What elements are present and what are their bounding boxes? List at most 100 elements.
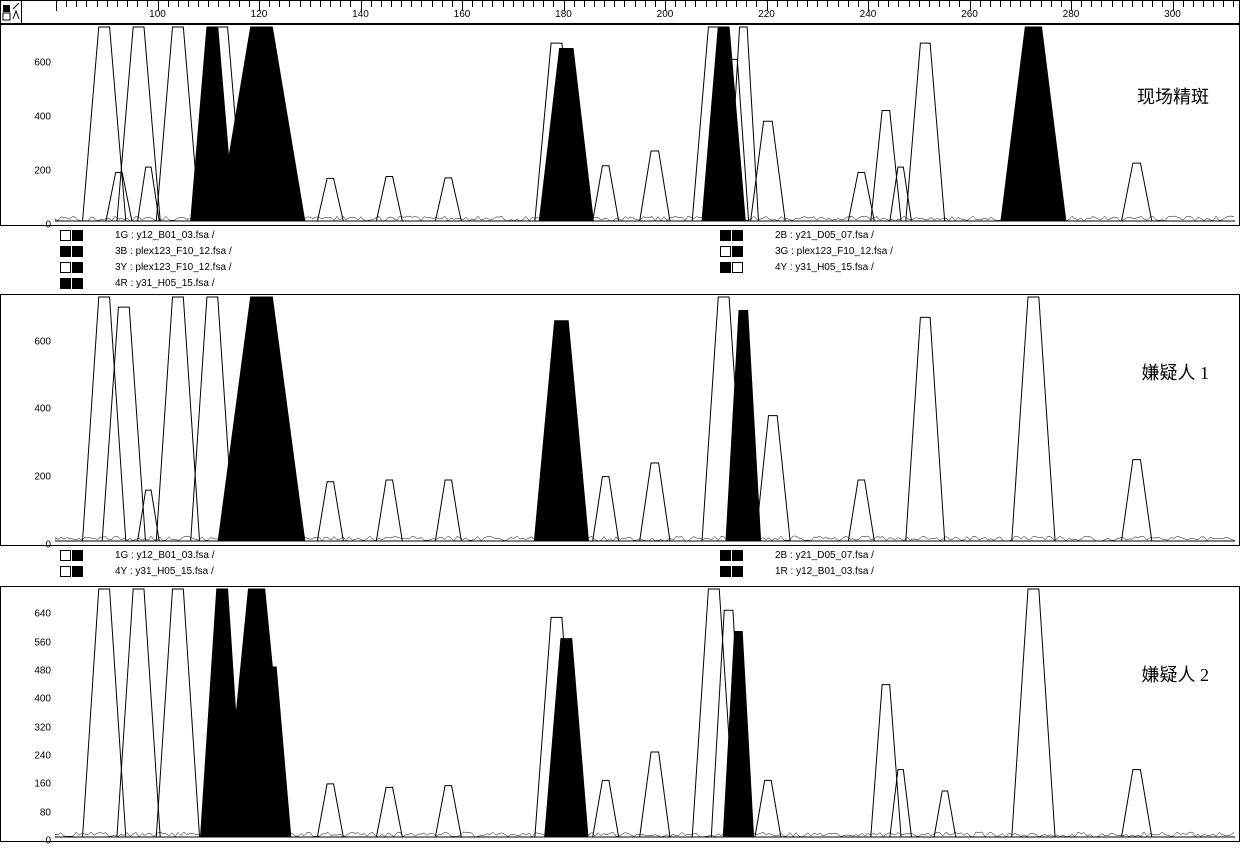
legend-swatch <box>720 566 731 577</box>
peak <box>435 178 461 221</box>
ruler-ticks: 100120140160180200220240260280300 <box>22 1 1239 23</box>
peak <box>1122 460 1152 541</box>
legend-text: 1G : y12_B01_03.fsa / <box>115 230 215 241</box>
y-tick-label: 320 <box>34 722 51 733</box>
legend-item: 3G : plex123_F10_12.fsa / <box>720 244 893 258</box>
legend: 1G : y12_B01_03.fsa / 3B : plex123_F10_12… <box>0 228 1240 290</box>
legend-text: 4Y : y31_H05_15.fsa / <box>775 262 874 273</box>
legend-item: 4R : y31_H05_15.fsa / <box>60 276 232 290</box>
peak <box>376 480 402 541</box>
electropherogram-plot <box>55 587 1235 843</box>
peak <box>138 490 160 541</box>
y-tick-label: 200 <box>34 472 51 483</box>
y-tick-label: 200 <box>34 166 51 177</box>
chart-panel: 0200400600现场精斑 <box>0 24 1240 226</box>
legend-item: 3Y : plex123_F10_12.fsa / <box>60 260 232 274</box>
x-axis-ruler: 100120140160180200220240260280300 <box>0 0 1240 24</box>
y-axis: 0200400600 <box>1 25 55 225</box>
legend-swatch <box>60 262 71 273</box>
y-axis: 080160240320400480560640 <box>1 587 55 841</box>
peak <box>534 321 588 541</box>
ruler-label: 260 <box>961 9 978 20</box>
peak <box>871 685 901 837</box>
y-tick-label: 560 <box>34 637 51 648</box>
y-tick-label: 80 <box>40 807 51 818</box>
legend-swatch <box>72 230 83 241</box>
y-tick-label: 400 <box>34 694 51 705</box>
peak <box>848 480 874 541</box>
legend-swatch <box>720 262 731 273</box>
legend-text: 3Y : plex123_F10_12.fsa / <box>115 262 232 273</box>
legend-item: 1G : y12_B01_03.fsa / <box>60 228 232 242</box>
peak <box>376 787 402 837</box>
peak <box>723 632 753 837</box>
legend-text: 2B : y21_D05_07.fsa / <box>775 550 874 561</box>
peak <box>317 784 343 837</box>
peak <box>1001 27 1066 221</box>
ruler-label: 200 <box>657 9 674 20</box>
chart-panel: 080160240320400480560640嫌疑人 2 <box>0 586 1240 842</box>
legend-item: 4Y : y31_H05_15.fsa / <box>60 564 215 578</box>
legend-swatch <box>60 230 71 241</box>
peak <box>156 589 199 837</box>
peak <box>218 27 305 221</box>
legend-item: 2B : y21_D05_07.fsa / <box>720 228 893 242</box>
legend-text: 3B : plex123_F10_12.fsa / <box>115 246 232 257</box>
peak <box>755 780 781 837</box>
y-tick-label: 400 <box>34 404 51 415</box>
ruler-label: 300 <box>1164 9 1181 20</box>
peak <box>1122 163 1152 221</box>
peak <box>726 311 761 541</box>
electropherogram-plot <box>55 25 1235 227</box>
legend-swatch <box>732 262 743 273</box>
y-tick-label: 600 <box>34 336 51 347</box>
ruler-label: 140 <box>352 9 369 20</box>
y-axis: 0200400600 <box>1 295 55 545</box>
ruler-label: 240 <box>860 9 877 20</box>
legend-swatch <box>72 278 83 289</box>
peak <box>593 780 619 837</box>
y-tick-label: 0 <box>45 836 51 847</box>
peak <box>934 791 956 837</box>
electropherogram-plot <box>55 295 1235 547</box>
peak <box>1122 770 1152 837</box>
ruler-label: 120 <box>251 9 268 20</box>
legend-swatch <box>60 566 71 577</box>
legend: 1G : y12_B01_03.fsa / 4Y : y31_H05_15.fsa… <box>0 548 1240 582</box>
peak <box>539 49 593 221</box>
y-tick-label: 400 <box>34 112 51 123</box>
peak <box>218 297 305 541</box>
peak <box>906 43 945 221</box>
peak <box>545 639 588 837</box>
chart-panel: 0200400600嫌疑人 1 <box>0 294 1240 546</box>
legend-item: 2B : y21_D05_07.fsa / <box>720 548 874 562</box>
peak <box>1012 297 1055 541</box>
legend-swatch <box>60 278 71 289</box>
ruler-label: 280 <box>1063 9 1080 20</box>
peak <box>593 477 619 541</box>
peak <box>317 482 343 541</box>
legend-text: 2B : y21_D05_07.fsa / <box>775 230 874 241</box>
legend-text: 3G : plex123_F10_12.fsa / <box>775 246 893 257</box>
peak <box>435 480 461 541</box>
ruler-label: 220 <box>758 9 775 20</box>
ruler-label: 160 <box>454 9 471 20</box>
legend-item: 1G : y12_B01_03.fsa / <box>60 548 215 562</box>
peak <box>906 317 945 541</box>
y-tick-label: 480 <box>34 665 51 676</box>
legend-text: 4Y : y31_H05_15.fsa / <box>115 566 214 577</box>
y-tick-label: 640 <box>34 609 51 620</box>
legend-swatch <box>720 246 731 257</box>
legend-swatch <box>72 262 83 273</box>
peak <box>83 297 126 541</box>
peak <box>435 786 461 837</box>
legend-swatch <box>732 566 743 577</box>
y-tick-label: 240 <box>34 750 51 761</box>
peak <box>756 416 791 541</box>
peak <box>640 463 670 541</box>
legend-item: 3B : plex123_F10_12.fsa / <box>60 244 232 258</box>
peak <box>702 27 745 221</box>
legend-swatch <box>720 550 731 561</box>
peak <box>848 173 874 222</box>
legend-text: 4R : y31_H05_15.fsa / <box>115 278 215 289</box>
